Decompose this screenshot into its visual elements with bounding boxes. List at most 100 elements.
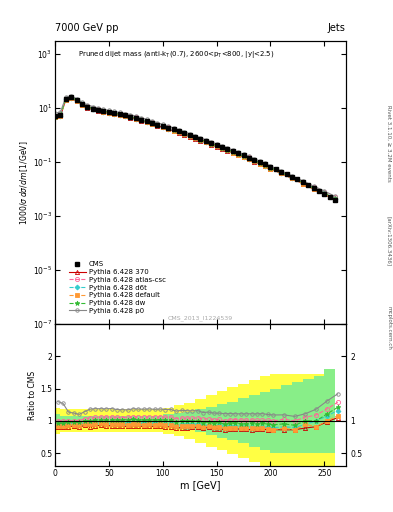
Pythia 6.428 370 bbox=[69, 95, 73, 101]
Pythia 6.428 d6t bbox=[112, 111, 117, 117]
Pythia 6.428 d6t bbox=[290, 175, 294, 181]
Pythia 6.428 p0 bbox=[107, 108, 111, 114]
Pythia 6.428 p0 bbox=[209, 139, 213, 145]
Pythia 6.428 dw bbox=[69, 94, 73, 100]
Pythia 6.428 p0 bbox=[322, 188, 327, 194]
Pythia 6.428 d6t bbox=[123, 113, 127, 119]
Pythia 6.428 370 bbox=[107, 110, 111, 116]
Pythia 6.428 atlas-csc bbox=[263, 161, 267, 167]
Pythia 6.428 p0 bbox=[58, 109, 63, 115]
Pythia 6.428 d6t bbox=[225, 147, 230, 153]
Pythia 6.428 370 bbox=[171, 128, 176, 134]
Pythia 6.428 370 bbox=[204, 139, 208, 145]
Pythia 6.428 p0 bbox=[171, 125, 176, 131]
Pythia 6.428 p0 bbox=[117, 110, 122, 116]
Pythia 6.428 default bbox=[58, 113, 63, 119]
Pythia 6.428 370 bbox=[225, 147, 230, 154]
Pythia 6.428 p0 bbox=[230, 147, 235, 153]
Pythia 6.428 p0 bbox=[144, 116, 149, 122]
Pythia 6.428 dw bbox=[214, 142, 219, 148]
Pythia 6.428 p0 bbox=[96, 105, 101, 111]
Pythia 6.428 dw bbox=[225, 146, 230, 153]
Pythia 6.428 dw bbox=[176, 129, 181, 135]
Pythia 6.428 p0 bbox=[290, 173, 294, 179]
Pythia 6.428 atlas-csc bbox=[214, 142, 219, 148]
Pythia 6.428 default bbox=[155, 122, 160, 129]
Pythia 6.428 atlas-csc bbox=[193, 134, 197, 140]
Pythia 6.428 atlas-csc bbox=[63, 96, 68, 102]
Pythia 6.428 dw bbox=[128, 113, 133, 119]
Pythia 6.428 p0 bbox=[257, 158, 262, 164]
Pythia 6.428 370 bbox=[182, 132, 187, 138]
Pythia 6.428 default bbox=[117, 112, 122, 118]
Pythia 6.428 p0 bbox=[182, 129, 187, 135]
Pythia 6.428 atlas-csc bbox=[123, 112, 127, 118]
Pythia 6.428 default bbox=[290, 175, 294, 181]
Pythia 6.428 default bbox=[182, 131, 187, 137]
Pythia 6.428 atlas-csc bbox=[322, 189, 327, 195]
Pythia 6.428 370 bbox=[333, 197, 338, 203]
Pythia 6.428 d6t bbox=[204, 139, 208, 145]
Text: [arXiv:1306.3436]: [arXiv:1306.3436] bbox=[386, 216, 391, 266]
Pythia 6.428 atlas-csc bbox=[268, 164, 273, 170]
Pythia 6.428 d6t bbox=[166, 125, 171, 132]
Pythia 6.428 dw bbox=[257, 160, 262, 166]
CMS bbox=[225, 146, 230, 152]
Pythia 6.428 default bbox=[214, 143, 219, 150]
Line: Pythia 6.428 370: Pythia 6.428 370 bbox=[53, 96, 337, 202]
Pythia 6.428 dw bbox=[187, 133, 192, 139]
Pythia 6.428 dw bbox=[101, 108, 106, 114]
CMS bbox=[252, 157, 257, 163]
Pythia 6.428 default bbox=[322, 191, 327, 197]
Pythia 6.428 atlas-csc bbox=[311, 184, 316, 190]
Pythia 6.428 d6t bbox=[107, 110, 111, 116]
Pythia 6.428 atlas-csc bbox=[155, 121, 160, 127]
Pythia 6.428 d6t bbox=[209, 141, 213, 147]
Pythia 6.428 p0 bbox=[214, 141, 219, 147]
Pythia 6.428 p0 bbox=[204, 137, 208, 143]
Pythia 6.428 atlas-csc bbox=[134, 114, 138, 120]
Pythia 6.428 atlas-csc bbox=[204, 138, 208, 144]
Pythia 6.428 default bbox=[96, 107, 101, 113]
Pythia 6.428 370 bbox=[101, 109, 106, 115]
Pythia 6.428 dw bbox=[155, 121, 160, 127]
Pythia 6.428 370 bbox=[63, 97, 68, 103]
Pythia 6.428 d6t bbox=[155, 122, 160, 128]
Pythia 6.428 d6t bbox=[187, 133, 192, 139]
Pythia 6.428 370 bbox=[53, 114, 57, 120]
Pythia 6.428 p0 bbox=[187, 131, 192, 137]
Pythia 6.428 370 bbox=[166, 126, 171, 132]
Pythia 6.428 p0 bbox=[236, 149, 241, 155]
Pythia 6.428 370 bbox=[252, 159, 257, 165]
Pythia 6.428 atlas-csc bbox=[101, 108, 106, 114]
Pythia 6.428 atlas-csc bbox=[257, 159, 262, 165]
Pythia 6.428 p0 bbox=[198, 135, 203, 141]
Pythia 6.428 dw bbox=[166, 125, 171, 131]
Pythia 6.428 default bbox=[198, 137, 203, 143]
Pythia 6.428 default bbox=[176, 130, 181, 136]
Pythia 6.428 default bbox=[69, 95, 73, 101]
Pythia 6.428 370 bbox=[96, 108, 101, 114]
Pythia 6.428 atlas-csc bbox=[198, 136, 203, 142]
Pythia 6.428 dw bbox=[220, 144, 224, 151]
Line: Pythia 6.428 p0: Pythia 6.428 p0 bbox=[53, 94, 337, 198]
Pythia 6.428 370 bbox=[155, 123, 160, 129]
Pythia 6.428 d6t bbox=[63, 96, 68, 102]
Pythia 6.428 d6t bbox=[144, 119, 149, 125]
Pythia 6.428 dw bbox=[107, 109, 111, 115]
Pythia 6.428 default bbox=[85, 104, 90, 111]
Pythia 6.428 370 bbox=[150, 121, 154, 127]
Pythia 6.428 d6t bbox=[96, 107, 101, 113]
Text: 7000 GeV pp: 7000 GeV pp bbox=[55, 23, 119, 33]
Pythia 6.428 370 bbox=[322, 191, 327, 198]
Pythia 6.428 atlas-csc bbox=[279, 168, 284, 175]
Pythia 6.428 atlas-csc bbox=[144, 118, 149, 124]
Pythia 6.428 d6t bbox=[241, 154, 246, 160]
Pythia 6.428 370 bbox=[236, 152, 241, 158]
Pythia 6.428 p0 bbox=[150, 118, 154, 124]
Pythia 6.428 atlas-csc bbox=[236, 150, 241, 156]
Pythia 6.428 d6t bbox=[236, 151, 241, 157]
Pythia 6.428 p0 bbox=[155, 120, 160, 126]
Pythia 6.428 370 bbox=[139, 118, 143, 124]
Pythia 6.428 370 bbox=[220, 146, 224, 152]
